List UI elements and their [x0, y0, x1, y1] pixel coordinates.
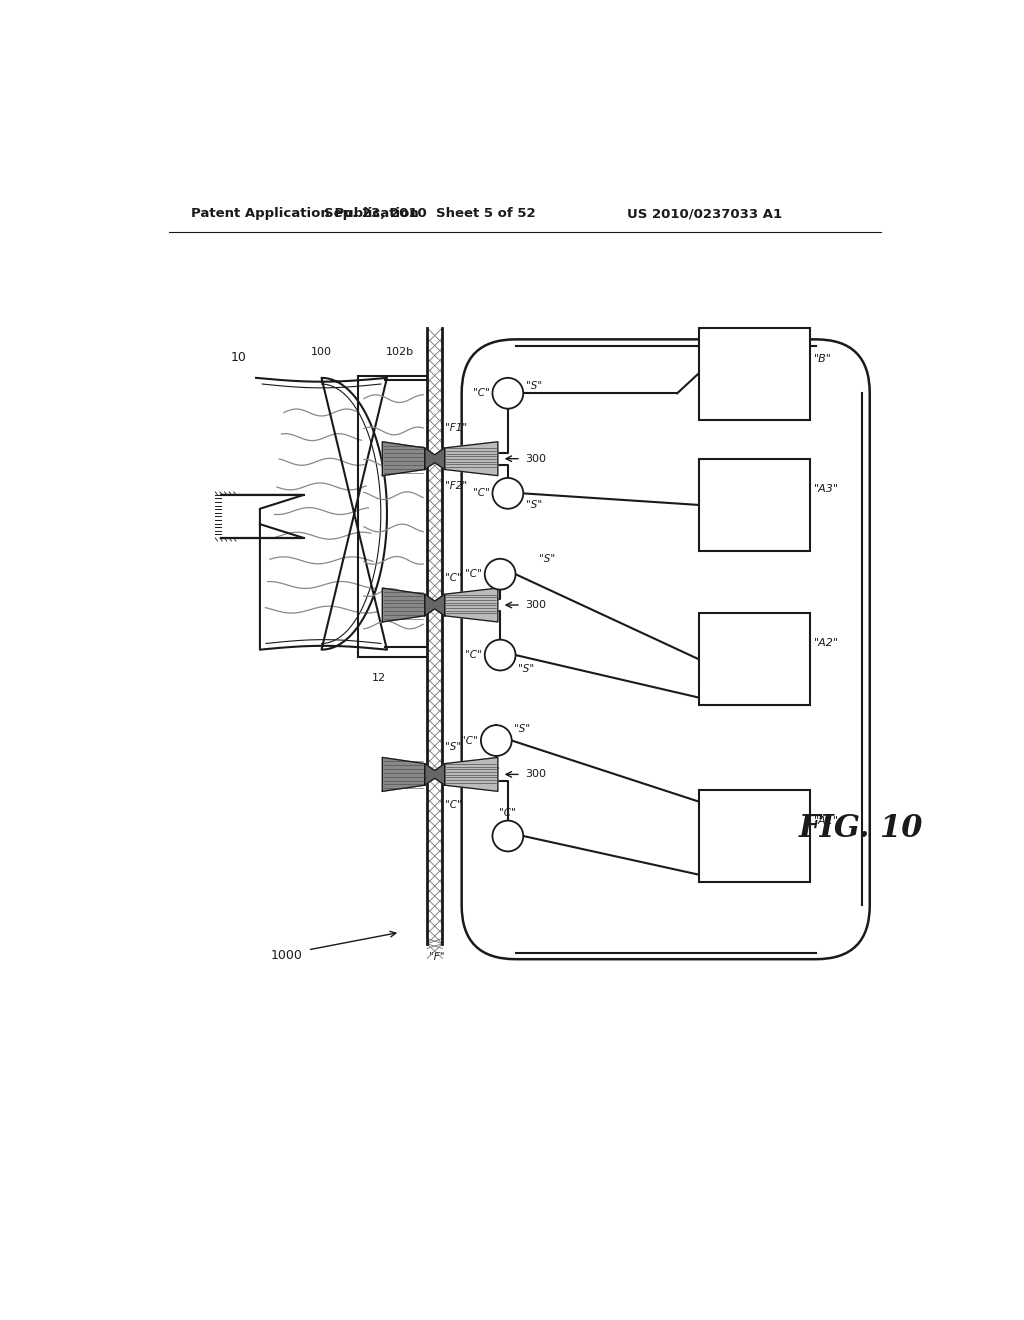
Bar: [698, 612, 810, 705]
Text: FIG. 10: FIG. 10: [799, 813, 924, 843]
Text: 300: 300: [524, 454, 546, 463]
Polygon shape: [444, 758, 498, 792]
Bar: [698, 327, 810, 420]
Polygon shape: [382, 758, 425, 792]
Circle shape: [481, 725, 512, 756]
Text: "S": "S": [525, 380, 542, 391]
Text: "S": "S": [514, 723, 530, 734]
Text: US 2010/0237033 A1: US 2010/0237033 A1: [627, 207, 781, 220]
Polygon shape: [444, 589, 498, 622]
Text: "C": "C": [473, 488, 489, 499]
Text: Patent Application Publication: Patent Application Publication: [190, 207, 419, 220]
Polygon shape: [382, 442, 425, 475]
Text: 10: 10: [230, 351, 247, 363]
Text: 300: 300: [524, 770, 546, 779]
Text: "C": "C": [461, 735, 478, 746]
Polygon shape: [425, 763, 444, 785]
Text: "F": "F": [429, 952, 444, 961]
Text: "S": "S": [500, 824, 516, 834]
Text: Sep. 23, 2010  Sheet 5 of 52: Sep. 23, 2010 Sheet 5 of 52: [324, 207, 536, 220]
Text: 1000: 1000: [270, 949, 302, 962]
Text: "S": "S": [518, 664, 534, 675]
Text: "A1": "A1": [813, 816, 839, 825]
Text: 102b: 102b: [386, 347, 414, 358]
Text: 12: 12: [372, 673, 386, 682]
Circle shape: [493, 821, 523, 851]
Text: "C": "C": [473, 388, 489, 399]
Text: "C": "C": [465, 649, 481, 660]
Text: "C": "C": [444, 800, 462, 810]
Circle shape: [484, 558, 515, 590]
Polygon shape: [382, 589, 425, 622]
Text: "F1": "F1": [444, 422, 467, 433]
Polygon shape: [425, 594, 444, 615]
Text: "F2": "F2": [444, 480, 467, 491]
Bar: [698, 789, 810, 882]
Text: "S": "S": [525, 500, 542, 510]
Text: 100: 100: [311, 347, 332, 358]
Circle shape: [493, 478, 523, 508]
Text: "B": "B": [813, 354, 831, 363]
Text: "S": "S": [539, 554, 555, 564]
Text: "C": "C": [444, 573, 462, 583]
Polygon shape: [425, 447, 444, 470]
Text: "A3": "A3": [813, 484, 839, 495]
Text: "S": "S": [444, 742, 461, 752]
Circle shape: [484, 640, 515, 671]
Bar: [698, 459, 810, 552]
Text: "A2": "A2": [813, 639, 839, 648]
Bar: [427, 327, 442, 944]
Text: "C": "C": [500, 808, 516, 817]
Polygon shape: [444, 442, 498, 475]
Circle shape: [493, 378, 523, 409]
Text: "C": "C": [465, 569, 481, 579]
Text: 300: 300: [524, 601, 546, 610]
